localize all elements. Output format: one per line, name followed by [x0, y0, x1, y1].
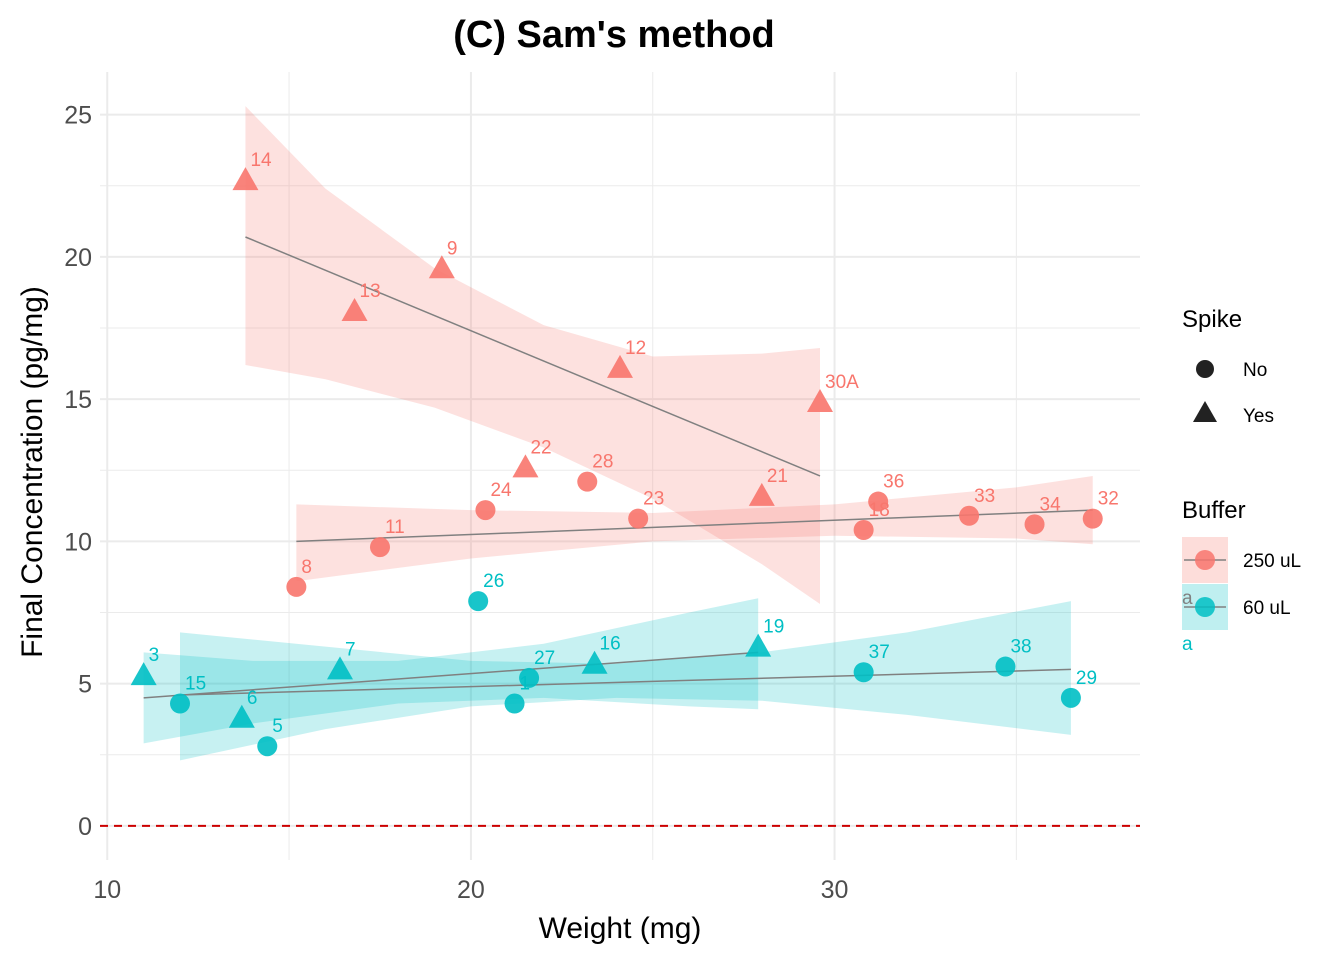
point-label: 13 [360, 281, 381, 302]
point-label: 30A [825, 372, 859, 393]
data-point-triangle [748, 482, 775, 506]
point-label: 21 [767, 466, 788, 487]
point-label: 8 [301, 557, 312, 578]
y-axis-title: Final Concentration (pg/mg) [16, 286, 49, 658]
confidence-band [296, 475, 1093, 582]
legend-stray-a-1: a [1182, 588, 1193, 609]
data-point-triangle [745, 633, 772, 657]
point-label: 27 [534, 648, 555, 669]
point-label: 36 [883, 472, 904, 493]
point-label: 23 [643, 489, 664, 510]
data-points [130, 167, 1103, 757]
data-point-circle [1082, 508, 1103, 529]
data-point-circle [868, 491, 889, 512]
fit-line [179, 668, 1071, 696]
point-label: 18 [869, 500, 890, 521]
legend-stray-a-2: a [1182, 634, 1193, 655]
legend: Spike No Yes Buffer 250 uL 60 uL a a [1182, 306, 1301, 655]
legend-key-circle [1196, 360, 1214, 378]
x-tick-label: 10 [93, 876, 121, 904]
data-point-circle [504, 693, 525, 714]
data-point-triangle [341, 297, 368, 321]
legend-title-buffer: Buffer [1182, 497, 1246, 524]
point-label: 15 [185, 674, 206, 695]
data-point-circle [995, 656, 1016, 677]
data-point-circle [1024, 514, 1045, 535]
point-label: 1 [520, 674, 531, 695]
point-label: 7 [345, 639, 356, 660]
point-label: 6 [247, 688, 258, 709]
x-tick-label: 20 [457, 876, 485, 904]
y-tick-label: 25 [64, 102, 92, 130]
point-label: 28 [592, 452, 613, 473]
point-label: 32 [1098, 489, 1119, 510]
data-point-triangle [228, 704, 255, 728]
point-label: 37 [869, 642, 890, 663]
legend-key-250-point [1195, 550, 1215, 570]
y-tick-label: 0 [78, 813, 92, 841]
data-point-circle [370, 537, 390, 558]
legend-label-60: 60 uL [1243, 598, 1291, 619]
fit-line [245, 236, 821, 477]
point-label: 29 [1076, 668, 1097, 689]
point-label: 24 [490, 480, 512, 501]
confidence-bands [143, 106, 1093, 761]
chart-title: (C) Sam's method [453, 14, 775, 56]
data-point-circle [257, 736, 278, 757]
data-point-triangle [581, 650, 608, 674]
point-label: 3 [149, 645, 160, 666]
legend-label-250: 250 uL [1243, 551, 1301, 572]
point-label: 19 [763, 617, 784, 638]
point-label: 12 [625, 338, 646, 359]
point-label: 33 [974, 486, 995, 507]
data-point-circle [577, 471, 598, 492]
data-point-circle [628, 508, 649, 529]
data-point-triangle [807, 388, 833, 412]
y-tick-label: 15 [64, 386, 92, 414]
data-point-circle [1060, 687, 1081, 708]
data-point-circle [468, 591, 489, 612]
point-label: 34 [1040, 494, 1062, 515]
legend-title-spike: Spike [1182, 306, 1242, 333]
x-axis-title: Weight (mg) [539, 912, 702, 945]
point-label: 22 [530, 437, 551, 458]
confidence-band [143, 598, 759, 744]
data-point-circle [853, 662, 874, 683]
data-point-circle [959, 505, 980, 526]
legend-label-yes: Yes [1243, 406, 1274, 427]
legend-label-no: No [1243, 360, 1267, 381]
data-point-circle [286, 576, 307, 597]
x-tick-label: 30 [821, 876, 849, 904]
data-point-triangle [327, 656, 353, 680]
point-label: 11 [385, 517, 405, 538]
fit-line [143, 651, 759, 699]
y-tick-label: 5 [78, 671, 92, 699]
point-label: 5 [272, 716, 283, 737]
legend-key-triangle [1193, 401, 1217, 422]
point-label: 9 [447, 238, 458, 259]
data-point-circle [475, 500, 496, 521]
point-label: 26 [483, 571, 504, 592]
data-point-triangle [428, 255, 455, 279]
y-tick-label: 10 [64, 528, 92, 556]
grid [100, 72, 1140, 860]
confidence-band [245, 106, 821, 604]
data-point-circle [519, 667, 540, 688]
legend-key-60-point [1195, 597, 1215, 617]
data-point-circle [170, 693, 190, 714]
y-tick-labels: 0 5 10 15 20 25 [64, 102, 92, 841]
confidence-band [180, 601, 1071, 761]
point-label: 38 [1010, 637, 1031, 658]
data-point-triangle [130, 662, 157, 686]
data-point-triangle [607, 354, 633, 378]
data-point-triangle [512, 454, 539, 478]
point-label: 16 [600, 634, 621, 655]
y-tick-label: 20 [64, 244, 92, 272]
x-tick-labels: 10 20 30 [93, 876, 848, 904]
data-point-circle [853, 520, 874, 541]
point-label: 14 [250, 150, 272, 171]
data-point-triangle [232, 167, 259, 191]
